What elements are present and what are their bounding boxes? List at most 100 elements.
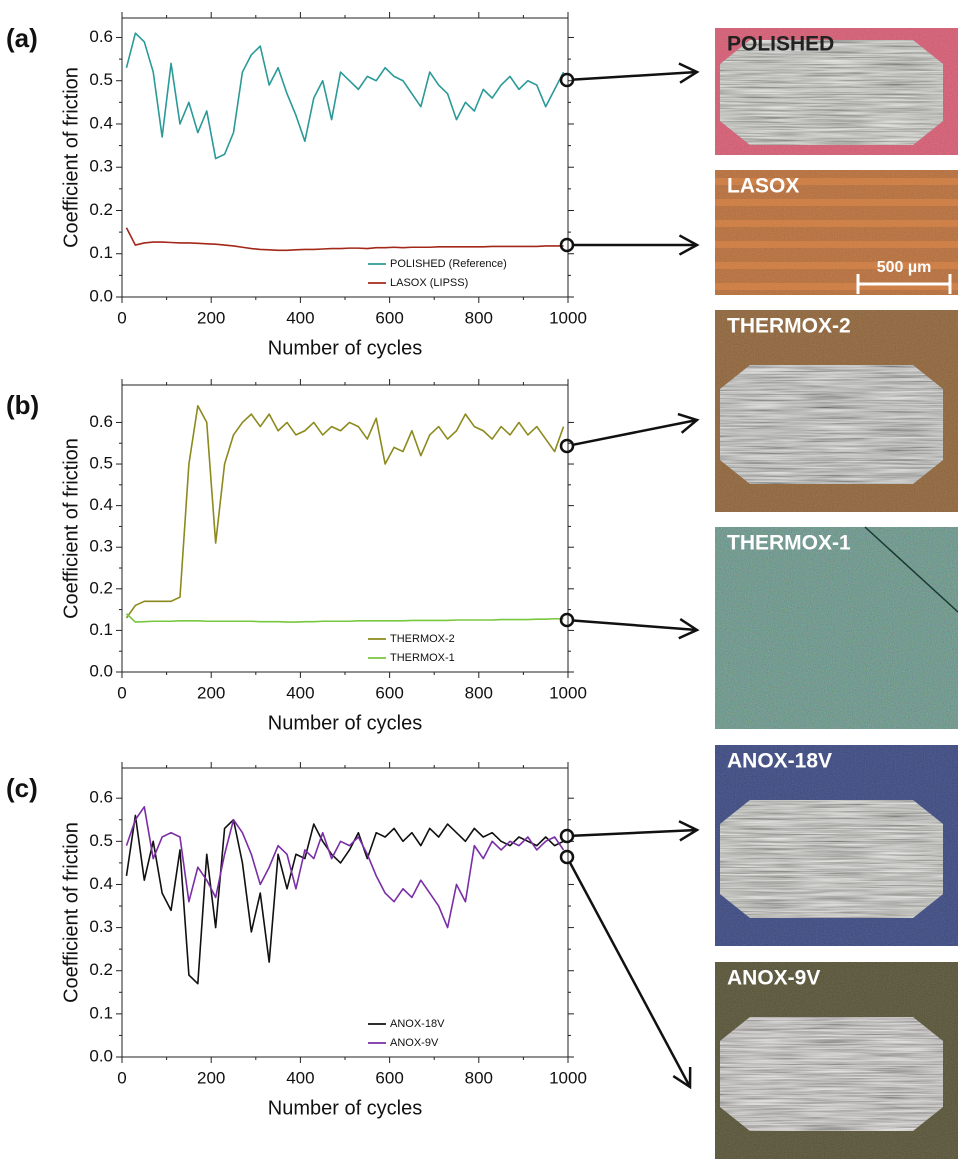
callout-arrowhead [678,234,700,256]
plot-frame [121,17,569,298]
y-axis-label: Coefficient of friction [60,67,82,248]
lipss-stripe [715,241,958,248]
y-tick-label: 0.6 [89,27,113,46]
micrograph: POLISHED [715,28,958,155]
y-tick-label: 0.1 [89,620,113,639]
x-tick-label: 1000 [549,1068,587,1087]
x-tick-label: 0 [117,1068,126,1087]
x-axis-label: Number of cycles [268,1097,423,1119]
x-tick-label: 600 [375,1068,403,1087]
data-line [125,613,564,623]
legend-label: ANOX-18V [390,1018,445,1030]
y-tick-label: 0.6 [89,788,113,807]
y-tick-label: 0.2 [89,200,113,219]
micrograph-label: THERMOX-1 [727,532,851,555]
x-tick-label: 800 [465,1068,493,1087]
micrograph-label: ANOX-9V [727,967,820,990]
x-tick-label: 1000 [549,308,587,327]
callout-arrowhead [678,820,700,842]
x-tick-label: 400 [286,308,314,327]
x-tick-label: 200 [197,683,225,702]
micrograph: THERMOX-2 [715,310,958,512]
callout-arrow [572,828,698,837]
data-line [125,405,565,619]
y-tick-label: 0.3 [89,157,113,176]
x-tick-label: 200 [197,308,225,327]
y-tick-label: 0.3 [89,917,113,936]
callout-arrow [572,418,698,447]
callout-arrow [568,861,692,1088]
y-tick-label: 0.3 [89,537,113,556]
micrograph-label: LASOX [727,175,799,198]
callout-arrowhead [677,412,700,434]
y-tick-label: 0.4 [89,113,113,132]
x-tick-label: 600 [375,683,403,702]
plot-frame [121,767,569,1058]
callout-arrowhead [678,618,700,640]
x-tick-label: 800 [465,683,493,702]
callout-circle [559,237,575,253]
y-tick-label: 0.5 [89,454,113,473]
y-tick-label: 0.0 [89,1046,113,1065]
x-axis-label: Number of cycles [268,712,423,734]
x-axis-label: Number of cycles [268,337,423,359]
micrograph-label: THERMOX-2 [727,315,851,338]
y-tick-label: 0.4 [89,495,113,514]
y-tick-label: 0.5 [89,70,113,89]
y-tick-label: 0.0 [89,661,113,680]
y-tick-label: 0.0 [89,286,113,305]
wear-scar-texture [720,40,943,145]
callout-arrowhead [672,1066,692,1090]
y-tick-label: 0.2 [89,578,113,597]
panel-label: (c) [6,773,38,803]
lipss-stripe [715,220,958,227]
y-tick-label: 0.5 [89,831,113,850]
scale-bar-label: 500 µm [877,259,932,276]
wear-scar-texture [720,1017,943,1131]
wear-scar-texture [720,365,943,484]
data-line [125,814,564,985]
x-tick-label: 200 [197,1068,225,1087]
micrograph: LASOX [715,170,958,295]
lipss-stripe [715,283,958,290]
callout-arrow [572,619,698,632]
y-tick-label: 0.1 [89,1003,113,1022]
y-axis-label: Coefficient of friction [60,822,82,1003]
legend-label: THERMOX-1 [390,652,455,664]
x-tick-label: 400 [286,1068,314,1087]
legend-label: THERMOX-2 [390,633,455,645]
scratch [864,526,958,613]
x-tick-label: 400 [286,683,314,702]
lipss-stripe [715,178,958,185]
lipss-stripe [715,199,958,206]
callout-circle [559,72,575,88]
micrograph-label: POLISHED [727,33,834,56]
callout-circle [559,438,575,454]
callout-arrow [572,70,698,81]
plot-frame [121,384,569,673]
lipss-stripe [715,262,958,269]
x-tick-label: 0 [117,683,126,702]
data-line [125,806,565,929]
y-tick-label: 0.2 [89,960,113,979]
micrograph-label: ANOX-18V [727,750,832,773]
legend-label: POLISHED (Reference) [390,258,507,270]
x-tick-label: 800 [465,308,493,327]
data-line [125,32,565,160]
micrograph-noise [715,527,958,729]
micrograph: THERMOX-1 [715,526,958,729]
panel-label: (a) [6,23,38,53]
y-tick-label: 0.4 [89,874,113,893]
y-tick-label: 0.1 [89,243,113,262]
legend-label: ANOX-9V [390,1037,439,1049]
legend-label: LASOX (LIPSS) [390,277,468,289]
callout-arrowhead [678,62,700,84]
x-tick-label: 600 [375,308,403,327]
micrograph-noise [715,170,958,295]
data-line [125,227,564,252]
y-tick-label: 0.6 [89,412,113,431]
y-axis-label: Coefficient of friction [60,438,82,619]
x-tick-label: 1000 [549,683,587,702]
x-tick-label: 0 [117,308,126,327]
